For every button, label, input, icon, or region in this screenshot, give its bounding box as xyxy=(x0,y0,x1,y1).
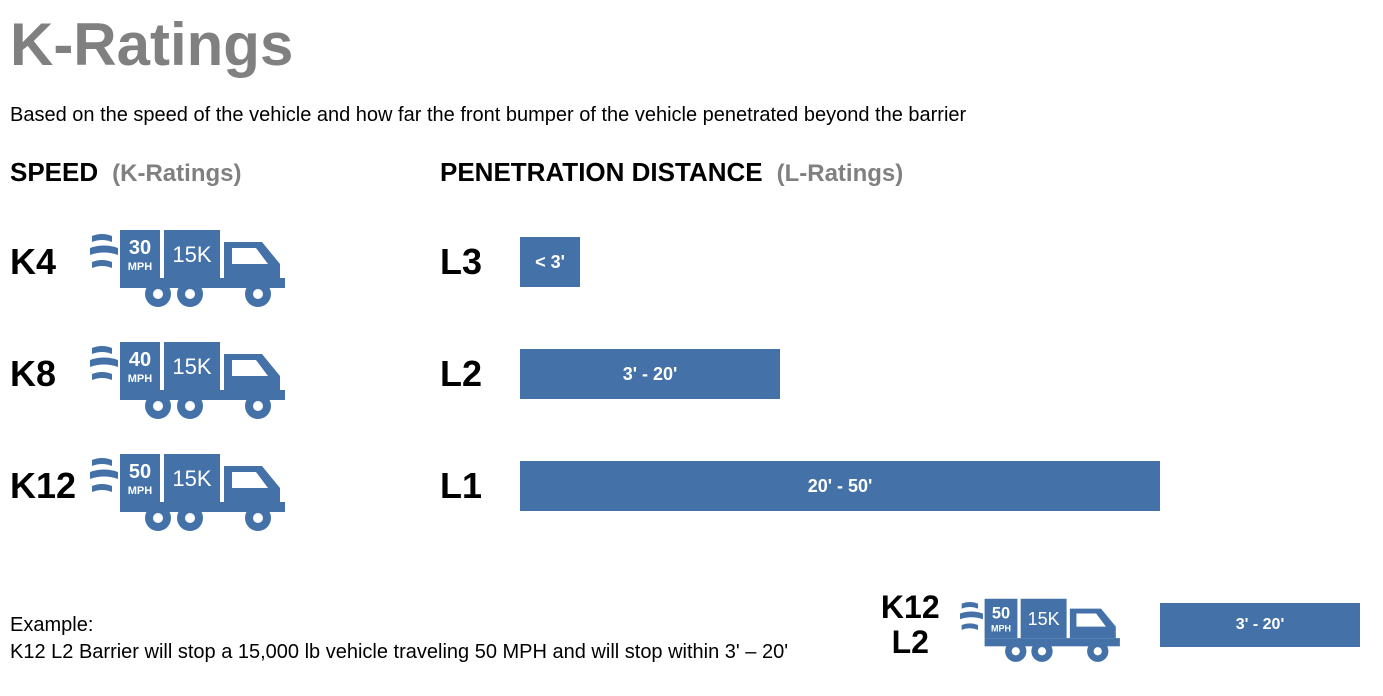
svg-text:MPH: MPH xyxy=(128,261,153,273)
svg-text:50: 50 xyxy=(991,604,1009,622)
penetration-column: PENETRATION DISTANCE (L-Ratings) L3 < 3'… xyxy=(440,157,1373,548)
speed-header: SPEED (K-Ratings) xyxy=(10,157,410,188)
penetration-row: L2 3' - 20' xyxy=(440,324,1373,424)
example-body: K12 L2 Barrier will stop a 15,000 lb veh… xyxy=(10,639,788,666)
truck-graphic: 30 MPH 15K xyxy=(90,212,310,312)
penetration-bar: 20' - 50' xyxy=(520,461,1160,511)
svg-text:15K: 15K xyxy=(172,242,211,267)
penetration-row-label: L1 xyxy=(440,465,520,507)
svg-text:15K: 15K xyxy=(1027,609,1059,629)
example-label-line1: K12 xyxy=(881,590,940,625)
penetration-header: PENETRATION DISTANCE (L-Ratings) xyxy=(440,157,1373,188)
speed-header-main: SPEED xyxy=(10,157,98,188)
speed-row: K4 30 MPH 15K xyxy=(10,212,410,312)
penetration-bar: 3' - 20' xyxy=(520,349,780,399)
truck-graphic: 50 MPH 15K xyxy=(90,436,310,536)
speed-row-label: K4 xyxy=(10,241,90,283)
penetration-row-label: L2 xyxy=(440,353,520,395)
penetration-bar: < 3' xyxy=(520,237,580,287)
speed-row: K8 40 MPH 15K xyxy=(10,324,410,424)
example-truck-graphic: 50 MPH 15K xyxy=(960,584,1140,666)
speed-header-sub: (K-Ratings) xyxy=(112,160,241,188)
penetration-row: L3 < 3' xyxy=(440,212,1373,312)
example-text: Example: K12 L2 Barrier will stop a 15,0… xyxy=(10,612,788,666)
penetration-header-sub: (L-Ratings) xyxy=(777,160,904,188)
page-title: K-Ratings xyxy=(10,10,1373,79)
svg-text:MPH: MPH xyxy=(128,373,153,385)
truck-graphic: 40 MPH 15K xyxy=(90,324,310,424)
svg-text:15K: 15K xyxy=(172,466,211,491)
penetration-header-main: PENETRATION DISTANCE xyxy=(440,157,763,188)
example-label-line2: L2 xyxy=(881,625,940,660)
truck-icon: 30 MPH 15K xyxy=(90,212,310,312)
svg-text:50: 50 xyxy=(129,461,151,483)
truck-icon: 50 MPH 15K xyxy=(960,584,1140,666)
page-subtitle: Based on the speed of the vehicle and ho… xyxy=(10,104,1373,127)
truck-icon: 50 MPH 15K xyxy=(90,436,310,536)
svg-text:MPH: MPH xyxy=(128,485,153,497)
svg-text:MPH: MPH xyxy=(991,624,1011,634)
example-label: K12 L2 xyxy=(881,590,940,660)
example-area: Example: K12 L2 Barrier will stop a 15,0… xyxy=(10,612,1370,666)
svg-text:30: 30 xyxy=(129,237,151,259)
svg-text:40: 40 xyxy=(129,349,151,371)
columns: SPEED (K-Ratings) K4 30 MPH 1 xyxy=(10,157,1373,548)
speed-row: K12 50 MPH 15K xyxy=(10,436,410,536)
speed-row-label: K8 xyxy=(10,353,90,395)
truck-icon: 40 MPH 15K xyxy=(90,324,310,424)
svg-text:15K: 15K xyxy=(172,354,211,379)
example-penetration-bar: 3' - 20' xyxy=(1160,603,1360,647)
example-right: K12 L2 50 MPH 15K 3' - 20' xyxy=(881,584,1360,666)
speed-column: SPEED (K-Ratings) K4 30 MPH 1 xyxy=(10,157,410,548)
penetration-row: L1 20' - 50' xyxy=(440,436,1373,536)
penetration-row-label: L3 xyxy=(440,241,520,283)
speed-row-label: K12 xyxy=(10,465,90,507)
example-heading: Example: xyxy=(10,612,788,639)
